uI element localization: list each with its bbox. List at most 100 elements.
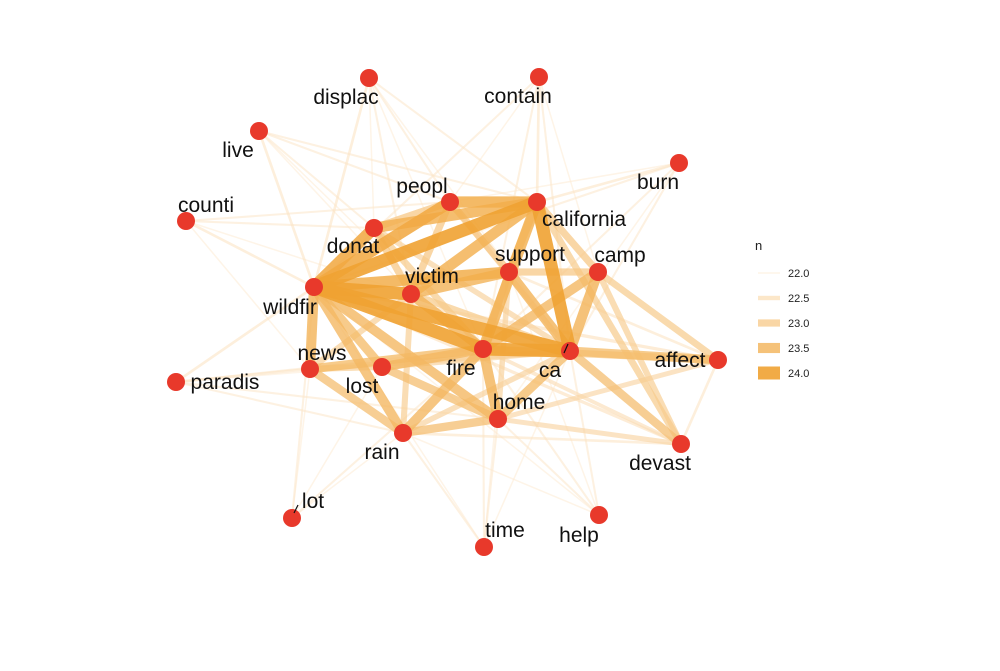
- node-lot: [283, 509, 301, 527]
- node-peopl: [441, 193, 459, 211]
- edge-displac-wildfir: [312, 77, 371, 288]
- node-label-peopl: peopl: [396, 175, 447, 198]
- edge-home-affect: [497, 357, 719, 422]
- node-label-home: home: [493, 391, 546, 414]
- node-layer: [167, 68, 727, 556]
- edge-counti-donat: [185, 219, 375, 230]
- node-label-california: california: [542, 208, 626, 231]
- node-displac: [360, 69, 378, 87]
- edge-live-victim: [258, 130, 412, 295]
- node-label-news: news: [297, 342, 346, 365]
- edge-camp-ca: [565, 270, 603, 353]
- node-help: [590, 506, 608, 524]
- edge-wildfir-news: [304, 286, 320, 370]
- edge-california-devast: [534, 200, 684, 446]
- edge-contain-california: [535, 76, 541, 203]
- node-devast: [672, 435, 690, 453]
- edge-rain-ca: [401, 348, 572, 436]
- node-label-donat: donat: [327, 235, 380, 258]
- edge-time-rain: [402, 432, 485, 548]
- edge-fire-ca: [482, 342, 571, 358]
- edge-displac-peopl: [368, 77, 451, 203]
- edge-live-wildfir: [257, 130, 316, 288]
- legend-swatch-23.5: [758, 342, 780, 354]
- edge-california-ca: [530, 200, 577, 353]
- node-label-paradis: paradis: [191, 371, 260, 394]
- edge-paradis-news: [175, 367, 311, 384]
- label-layer: displac contain live burn peopl counti califor…: [178, 85, 706, 547]
- legend-swatch-24.0: [758, 366, 780, 380]
- node-label-burn: burn: [637, 171, 679, 194]
- edge-live-donat: [258, 130, 375, 229]
- legend-swatch-22.0: [758, 272, 780, 274]
- edge-devast-rain: [402, 431, 682, 446]
- label-leader-ca: [563, 343, 569, 354]
- edge-ca-home: [494, 347, 574, 423]
- node-fire: [474, 340, 492, 358]
- edge-fire-lost: [381, 344, 484, 372]
- label-leader-lot: [293, 504, 299, 514]
- node-victim: [402, 285, 420, 303]
- node-contain: [530, 68, 548, 86]
- node-counti: [177, 212, 195, 230]
- node-home: [489, 410, 507, 428]
- node-live: [250, 122, 268, 140]
- edge-fire-home: [478, 347, 503, 421]
- legend-swatch-23.0: [758, 319, 780, 327]
- edge-time-fire: [481, 348, 486, 548]
- node-rain: [394, 424, 412, 442]
- edge-counti-wildfir: [185, 219, 315, 289]
- legend: n 22.0 22.5 23.0 23.5 24.0: [755, 238, 809, 380]
- node-affect: [709, 351, 727, 369]
- node-ca: [561, 342, 579, 360]
- node-lost: [373, 358, 391, 376]
- edge-lot-lost: [291, 366, 383, 519]
- edge-wildfir-ca: [312, 280, 572, 358]
- node-label-counti: counti: [178, 194, 234, 217]
- legend-label-22.0: 22.0: [788, 268, 809, 280]
- node-burn: [670, 154, 688, 172]
- node-label-camp: camp: [594, 244, 645, 267]
- node-label-contain: contain: [484, 85, 552, 108]
- edge-counti-news: [185, 220, 311, 370]
- edge-ca-devast: [567, 347, 684, 448]
- edge-help-support: [508, 271, 600, 516]
- edge-fire-rain: [399, 345, 487, 437]
- node-paradis: [167, 373, 185, 391]
- legend-label-23.5: 23.5: [788, 343, 809, 355]
- legend-swatch-22.5: [758, 295, 780, 301]
- edge-affect-support: [508, 270, 719, 362]
- edge-wildfir-rain: [309, 284, 408, 436]
- node-label-help: help: [559, 524, 599, 547]
- edge-support-ca: [504, 268, 575, 355]
- legend-label-22.5: 22.5: [788, 293, 809, 305]
- edge-lot-rain: [291, 432, 404, 519]
- legend-entries: 22.0 22.5 23.0 23.5 24.0: [758, 268, 809, 380]
- node-label-affect: affect: [655, 349, 706, 372]
- edge-counti-peopl: [185, 200, 451, 223]
- edge-california-camp: [534, 199, 601, 275]
- edge-affect-devast: [679, 359, 720, 445]
- node-support: [500, 263, 518, 281]
- edge-live-california: [258, 129, 538, 204]
- edge-wildfir-california: [311, 195, 540, 294]
- edge-burn-ca: [569, 162, 680, 352]
- node-donat: [365, 219, 383, 237]
- edge-help-home: [497, 418, 600, 516]
- node-news: [301, 360, 319, 378]
- node-camp: [589, 263, 607, 281]
- edge-news-rain: [307, 365, 406, 437]
- edge-layer: [175, 76, 720, 548]
- legend-title: n: [755, 238, 762, 253]
- node-label-displac: displac: [313, 86, 378, 109]
- edge-displac-donat: [368, 77, 375, 229]
- node-label-lost: lost: [346, 375, 379, 398]
- node-label-support: support: [495, 243, 565, 266]
- edge-contain-camp: [538, 76, 599, 273]
- edge-displac-california: [368, 77, 538, 203]
- edge-wildfir-home: [311, 283, 501, 423]
- edge-time-home: [482, 418, 500, 548]
- edge-help-rain: [402, 432, 600, 516]
